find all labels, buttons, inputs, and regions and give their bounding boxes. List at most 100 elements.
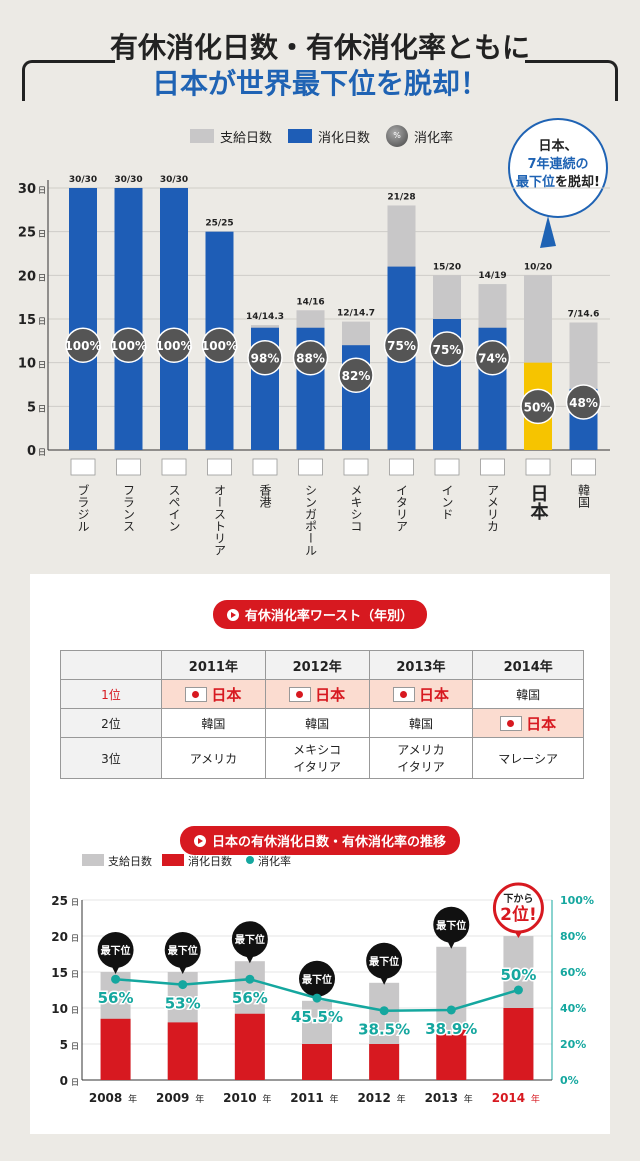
bar-value-label: 21/28 [387,192,415,202]
rate-label: 88% [296,352,325,366]
y-tick-label: 0 [60,1074,68,1088]
bar-value-label: 7/14.6 [568,309,600,319]
worst-badge-label: 最下位 [436,919,466,932]
rate-badge [292,339,329,376]
rate-badge [65,327,101,363]
legend-label-used: 消化日数 [318,130,371,146]
y-tick-label: 25 [18,226,36,241]
worst-badge-label: 最下位 [101,944,131,957]
x-tick-label: 2014 [492,1091,525,1105]
y2-tick-label: 20% [560,1038,586,1051]
rate-point [379,1006,389,1016]
rate-label: 82% [342,369,371,383]
y-tick-label: 5 [60,1038,68,1052]
title-block: 有休消化日数・有休消化率ともに 日本が世界最下位を脱却！ [0,0,640,120]
y2-tick-label: 60% [560,966,586,979]
callout-pointer [540,216,556,248]
worst-badge [231,921,268,958]
worst-badge [164,932,201,968]
final-badge-line1: 下から [503,893,533,905]
bar-value-label: 10/20 [524,262,552,272]
country-label: イタリア [395,484,409,532]
legend-supplied-label: 支給日数 [108,854,152,868]
bar-value-label: 30/30 [69,175,97,185]
bar-used [302,1044,332,1080]
rate-label: 38.9% [425,1020,477,1038]
bottom-panel: 有休消化率ワースト（年別） 2011年 2012年 2013年 2014年 1位 日本日… [30,574,610,1134]
page-title-line1: 有休消化日数・有休消化率ともに [109,31,530,64]
y2-tick-label: 80% [560,930,586,943]
rate-badge [110,327,147,363]
rate-label: 100% [155,339,192,353]
y-tick-unit: 日 [38,448,46,457]
rank-cell: 2位 [60,708,162,738]
y2-tick-label: 100% [560,894,594,907]
bar-used [436,1029,467,1080]
y-tick-label: 20 [51,930,68,944]
table-cell: メキシコ イタリア [264,737,370,779]
worst-badge-label: 最下位 [235,933,265,946]
x-tick-unit: 年 [195,1093,204,1105]
country-label: アメリカ [486,484,500,532]
rate-label: 50% [500,966,536,984]
table-row: 2位 韓国 韓国 韓国 日本 [60,708,584,738]
x-tick-label: 2011 [290,1091,323,1105]
y-tick-label: 20 [18,269,36,284]
table-cell: 日本 [264,679,370,709]
x-tick-label: 2008 [89,1091,122,1105]
x-tick-label: 2013 [425,1091,458,1105]
bar-value-label: 14/16 [296,297,324,307]
rate-badge [338,357,374,393]
legend-swatch-supplied [190,129,214,143]
bar-value-label: 25/25 [205,219,233,229]
worst-badge [299,960,335,997]
callout-line3: 最下位 [516,175,556,190]
worst-badge [433,906,470,943]
x-tick-label: 2012 [357,1091,390,1105]
country-label: スペイン [167,484,181,532]
x-tick-label: 2010 [223,1091,256,1105]
rate-badge [201,327,238,363]
y-tick-label: 30 [18,182,36,197]
y-tick-unit: 日 [71,970,79,979]
legend-swatch-used [288,129,313,143]
callout-bubble: 日本、 7年連続の 最下位を脱却! [508,118,608,218]
table-cell: 韓国 [264,708,370,738]
y-tick-unit: 日 [71,1006,79,1015]
rate-label: 56% [98,989,134,1007]
table-cell: 日本 [472,708,584,738]
bar-value-label: 14/19 [478,271,506,281]
rank-cell: 3位 [60,737,162,779]
y-tick-label: 5 [27,400,36,415]
rate-label: 75% [387,339,416,353]
table-cell: 日本 [368,679,474,709]
legend-used-swatch [162,854,184,866]
x-tick-unit: 年 [329,1093,338,1105]
play-icon [193,835,206,847]
final-badge-line2: 2位! [500,904,537,925]
bar-used [503,1008,534,1080]
y-tick-label: 15 [51,966,68,980]
y-tick-unit: 日 [38,230,46,239]
japan-flag-icon [289,686,312,702]
worst-badge [97,932,134,968]
x-tick-label: 2009 [156,1091,189,1105]
worst-badge-label: 最下位 [302,973,332,986]
table-row: 1位 日本 日本 日本 韓国 [60,679,584,709]
worst-badge-label: 最下位 [168,944,198,957]
table-header [60,650,162,680]
rank-cell: 1位 [60,679,162,709]
rate-badge [383,327,420,363]
y-tick-label: 10 [18,357,36,372]
table-header: 2014年 [472,650,584,680]
country-label: シンガポール [304,484,318,556]
bar-value-label: 30/30 [114,175,142,185]
rate-badge [247,339,283,376]
trend-title-pill: 日本の有休消化日数・有休消化率の推移 [179,826,460,855]
legend-rate-swatch [246,856,254,864]
rate-label: 100% [64,339,101,353]
worst-badge [366,942,403,979]
y-tick-unit: 日 [38,273,46,282]
table-header: 2013年 [368,650,474,680]
